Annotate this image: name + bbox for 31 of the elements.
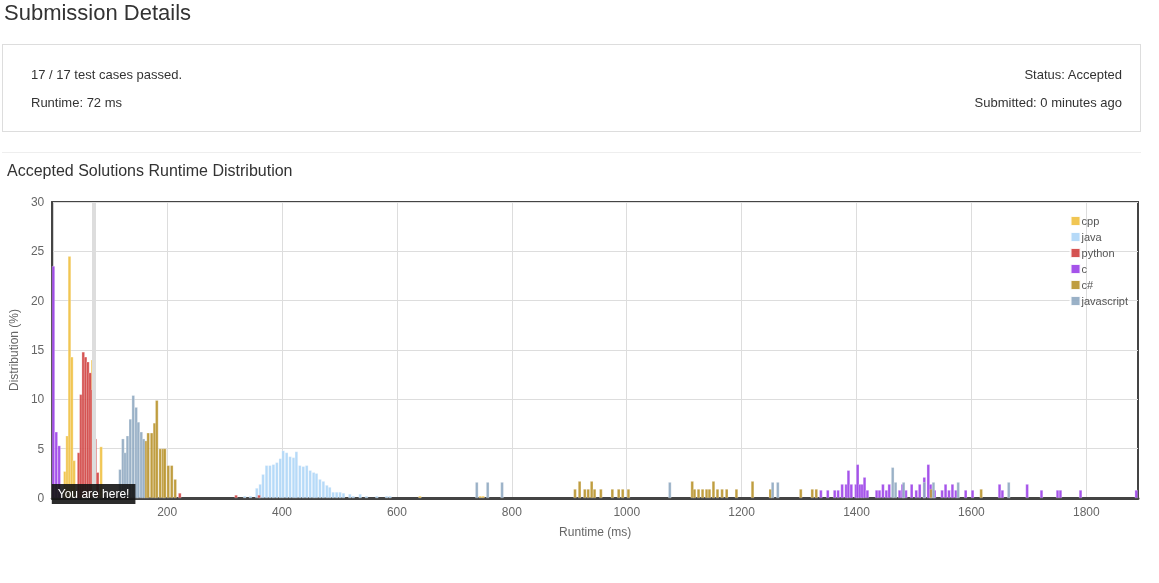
- x-tick-label: 1600: [958, 505, 986, 519]
- x-axis-title: Runtime (ms): [559, 525, 632, 539]
- text: 17 / 17 test cases passed.: [31, 66, 183, 84]
- legend-label: c#: [1081, 279, 1095, 291]
- x-tick-label: 1200: [728, 505, 756, 519]
- y-tick-label: 25: [30, 244, 45, 259]
- y-tick-label: 10: [30, 392, 45, 407]
- y-tick-label: 0: [37, 491, 45, 505]
- y-tick-label: 30: [30, 195, 45, 209]
- legend-label: javascript: [1080, 295, 1129, 307]
- legend-label: java: [1080, 231, 1103, 243]
- y-tick-label: 20: [30, 293, 45, 308]
- x-tick-label: 800: [501, 505, 523, 519]
- text: Runtime: 72 ms: [31, 94, 124, 112]
- text: Submission Details: [4, 0, 193, 26]
- legend-label: c: [1081, 263, 1088, 275]
- legend-label: cpp: [1081, 215, 1100, 227]
- ref-line-label: You are here!: [57, 487, 130, 501]
- text: Submitted: 0 minutes ago: [974, 94, 1122, 112]
- x-tick-label: 200: [157, 505, 178, 519]
- x-tick-label: 1800: [1072, 505, 1100, 519]
- chart-title: Accepted Solutions Runtime Distribution: [7, 161, 293, 179]
- y-tick-label: 5: [37, 441, 45, 456]
- x-tick-label: 1000: [613, 505, 641, 519]
- y-tick-label: 15: [30, 343, 45, 357]
- y-axis-title: Distribution (%): [7, 308, 21, 392]
- legend-label: python: [1081, 247, 1115, 259]
- x-tick-label: 600: [386, 505, 408, 519]
- x-tick-label: 1400: [843, 505, 871, 519]
- text: Status: Accepted: [1023, 66, 1122, 84]
- x-tick-label: 400: [272, 505, 293, 519]
